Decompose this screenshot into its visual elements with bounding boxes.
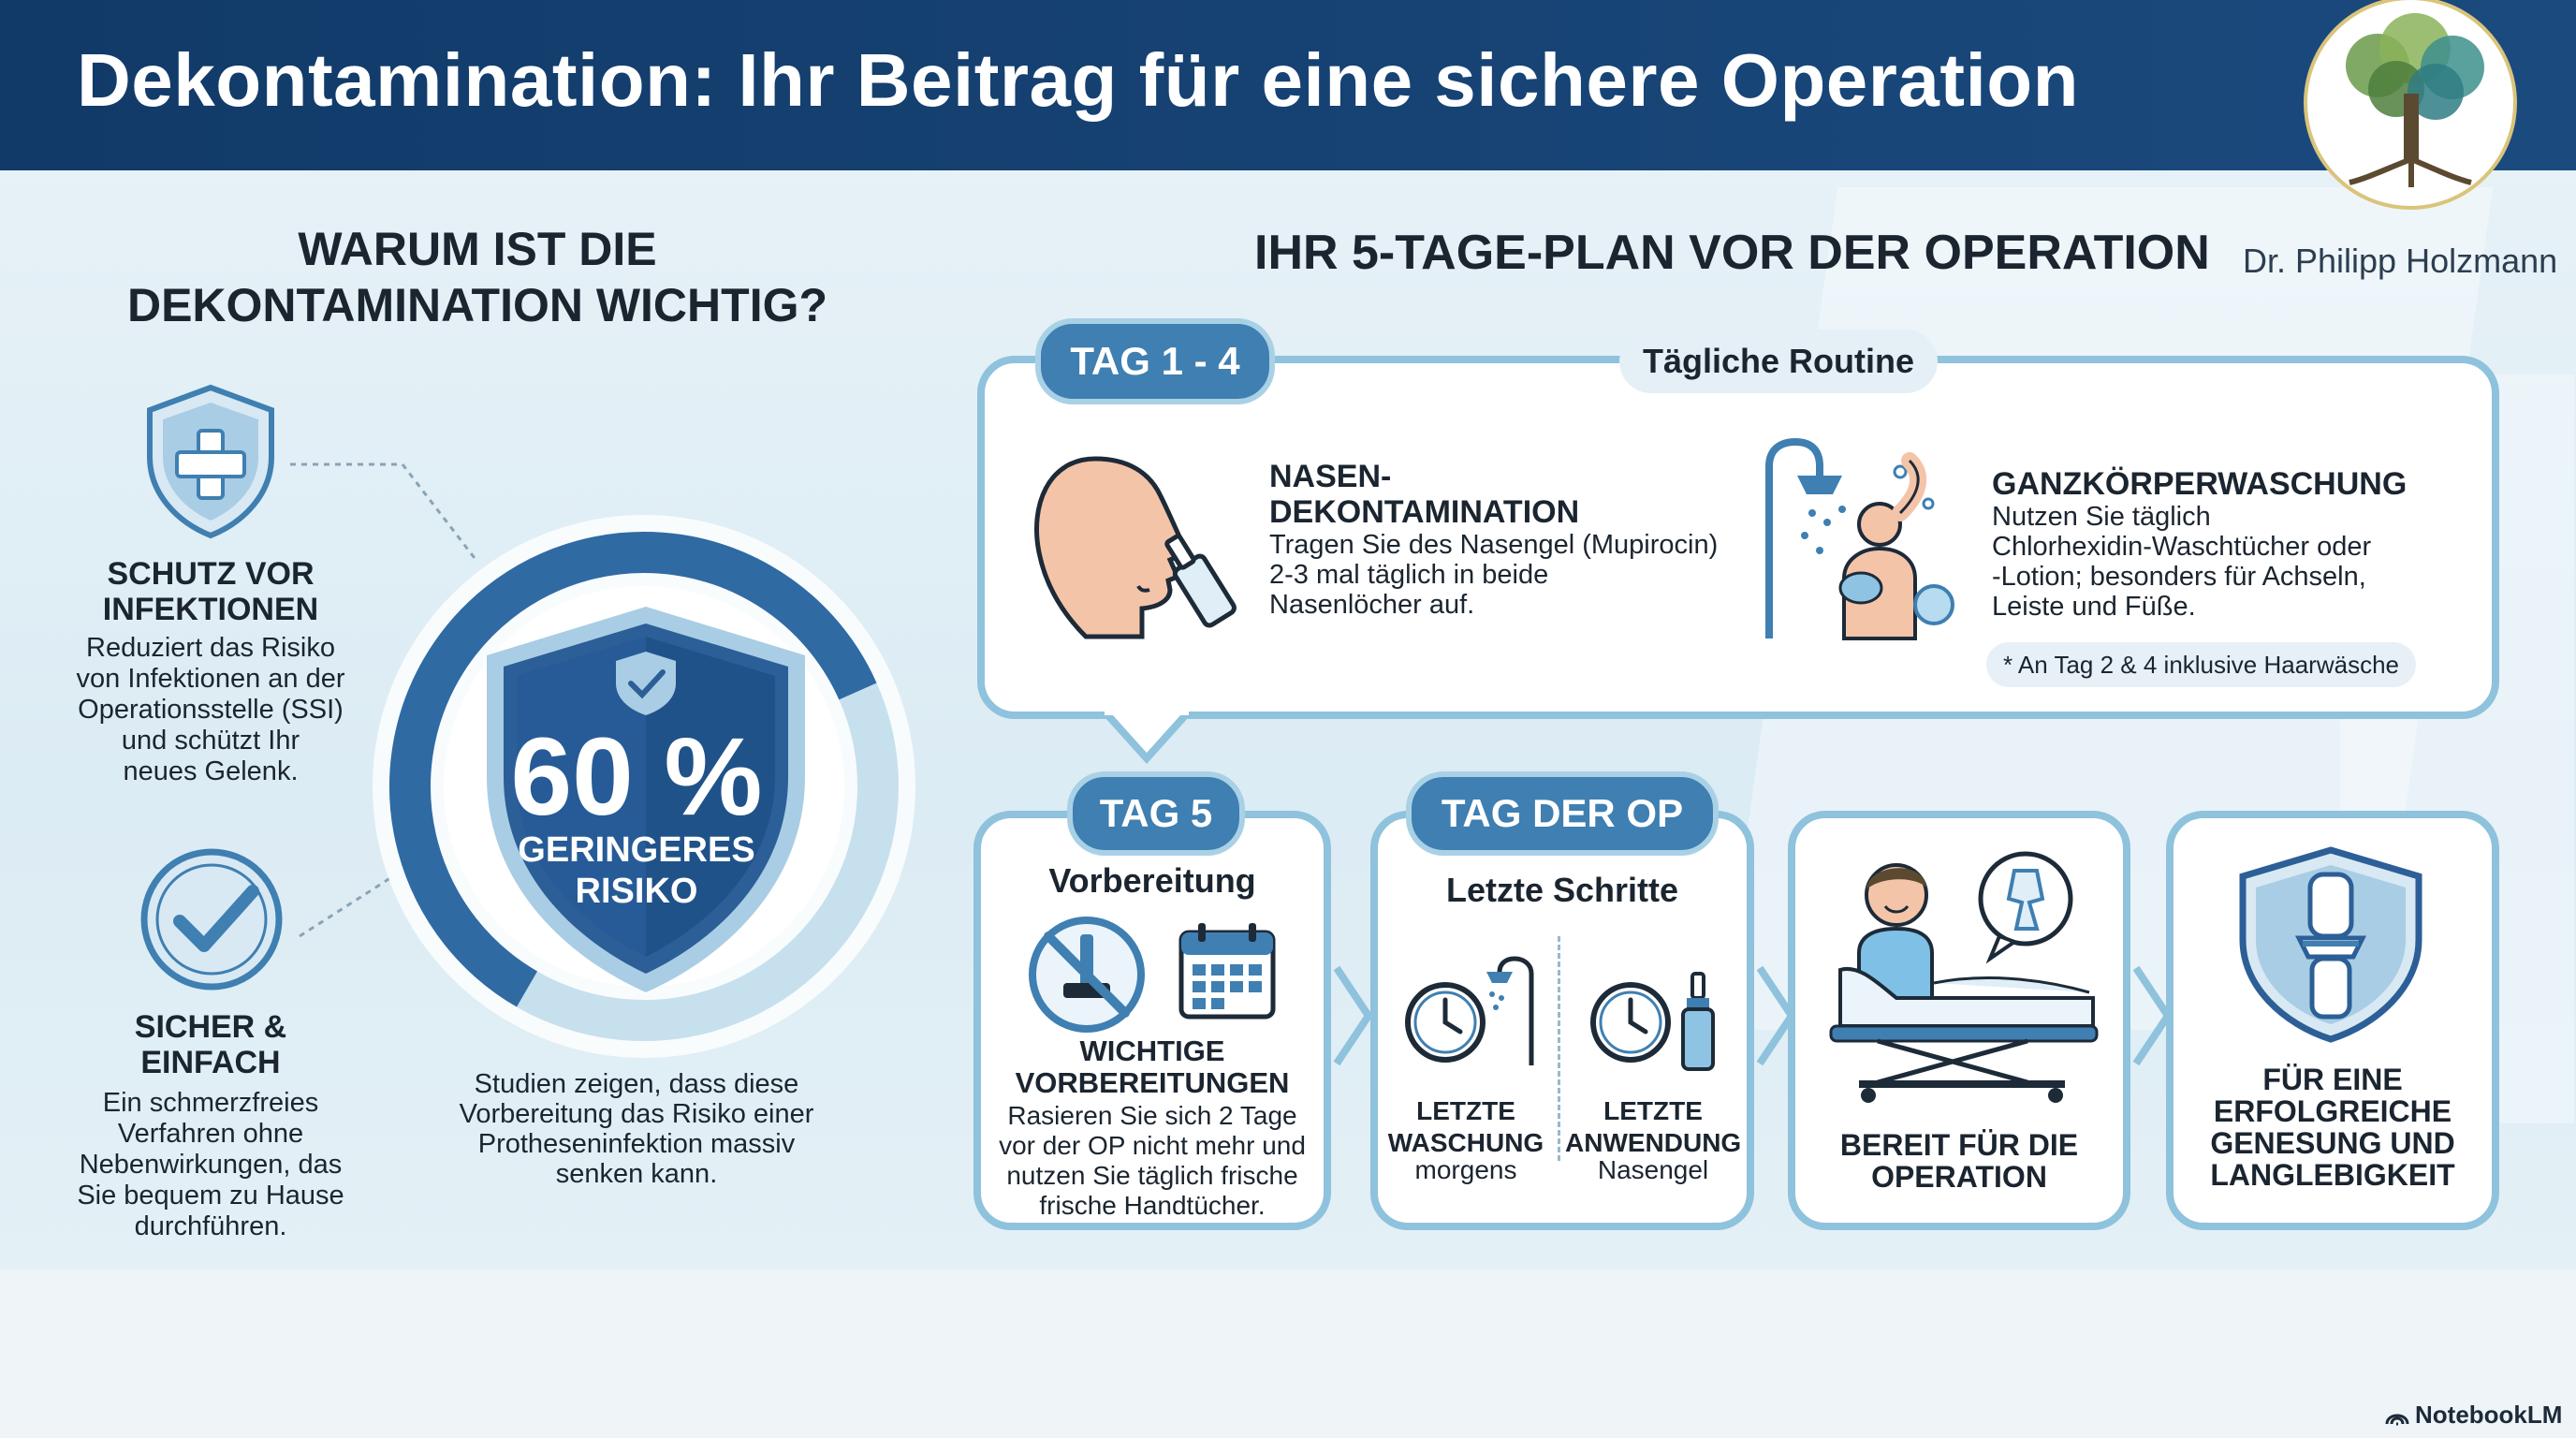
page-title: Dekontamination: Ihr Beitrag für eine si… [77, 38, 2080, 122]
footer-brand: NotebookLM [2385, 1401, 2562, 1432]
checkmark-circle-icon [137, 844, 286, 994]
feature2-text: Ein schmerzfreies Verfahren ohne Nebenwi… [77, 1088, 344, 1241]
last-application-text: Nasengel [1597, 1155, 1709, 1184]
clock-icon [1586, 977, 1676, 1067]
day-5-text: Rasieren Sie sich 2 Tage vor der OP nich… [999, 1101, 1306, 1220]
feature1-title: SCHUTZ VOR INFEKTIONEN [102, 556, 319, 627]
op-day-subtitle: Letzte Schritte [1445, 871, 1679, 909]
bottom-band [0, 1269, 2576, 1438]
last-wash-title: LETZTE WASCHUNG [1387, 1096, 1544, 1157]
ready-title: BEREIT FÜR DIE OPERATION [1839, 1128, 2079, 1194]
why-title: WARUM IST DIE DEKONTAMINATION WICHTIG? [56, 221, 899, 333]
last-wash-text: morgens [1414, 1155, 1517, 1184]
last-application-title: LETZTE ANWENDUNG [1565, 1096, 1742, 1157]
clock-icon [1400, 977, 1490, 1067]
connector-line-top [290, 462, 479, 563]
calendar-icon [1176, 919, 1279, 1022]
body-title: GANZKÖRPERWASCHUNG [1992, 466, 2408, 502]
pill-day-5: TAG 5 [1067, 771, 1245, 856]
feature1-text: Reduziert das Risiko von Infektionen an … [76, 633, 345, 786]
notebooklm-logo-icon [2385, 1403, 2409, 1432]
header-banner: Dekontamination: Ihr Beitrag für eine si… [0, 0, 2576, 170]
shield-badge-icon [477, 599, 814, 1002]
why-title-line1: WARUM IST DIE [298, 223, 657, 275]
nasal-text: Tragen Sie des Nasengel (Mupirocin) 2-3 … [1269, 530, 1719, 620]
pill-op-day: TAG DER OP [1406, 771, 1719, 856]
shield-cross-icon [140, 382, 281, 541]
chevron-right-icon [1333, 965, 1373, 1066]
shower-icon [1479, 955, 1544, 1067]
routine-label: Tägliche Routine [1619, 330, 1938, 393]
nose-spray-icon [1030, 449, 1245, 646]
risk-note: Studien zeigen, dass diese Vorbereitung … [459, 1069, 814, 1189]
day-5-title: WICHTIGE VORBEREITUNGEN [1015, 1034, 1290, 1099]
shower-person-icon [1760, 437, 1956, 644]
why-title-line2: DEKONTAMINATION WICHTIG? [126, 279, 828, 331]
feature2-title: SICHER & EINFACH [134, 1009, 287, 1080]
connector-line-bottom [299, 874, 394, 938]
plan-title: IHR 5-TAGE-PLAN VOR DER OPERATION [1254, 226, 2210, 280]
shield-knee-icon [2237, 846, 2424, 1043]
risk-value: 60 % [510, 715, 763, 839]
day-5-subtitle: Vorbereitung [1048, 861, 1256, 900]
pill-day-1-4: TAG 1 - 4 [1035, 318, 1275, 404]
recovery-title: FÜR EINE ERFOLGREICHE GENESUNG UND LANGL… [2210, 1063, 2455, 1192]
risk-label: GERINGERES RISIKO [518, 830, 755, 911]
hair-wash-note: * An Tag 2 & 4 inklusive Haarwäsche [1986, 642, 2416, 687]
nasal-title: NASEN- DEKONTAMINATION [1269, 459, 1580, 530]
tree-logo-icon [2284, 0, 2537, 234]
op-divider [1558, 936, 1560, 1161]
patient-bed-icon [1822, 843, 2102, 1105]
nasal-spray-icon [1676, 970, 1722, 1073]
body-text: Nutzen Sie täglich Chlorhexidin-Waschtüc… [1992, 502, 2372, 622]
doctor-name: Dr. Philipp Holzmann [2243, 242, 2558, 280]
speech-tail [1105, 710, 1189, 764]
footer-brand-text: NotebookLM [2415, 1401, 2563, 1429]
no-razor-icon [1026, 914, 1148, 1035]
